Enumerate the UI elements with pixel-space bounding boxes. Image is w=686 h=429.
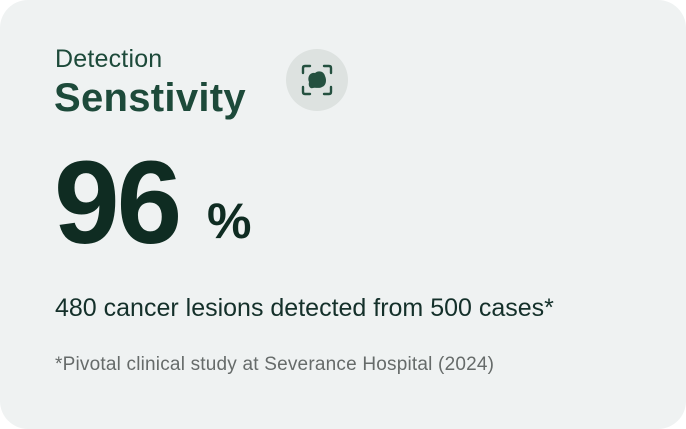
study-footnote: *Pivotal clinical study at Severance Hos… [55,354,495,375]
sensitivity-unit: % [207,193,252,249]
sensitivity-value: 96 [54,137,182,269]
lesion-detection-icon [286,49,348,111]
card-title: Senstivity [54,76,246,120]
card-subtitle: Detection [55,45,163,73]
result-description: 480 cancer lesions detected from 500 cas… [55,294,554,322]
scan-frame-icon [301,64,333,96]
